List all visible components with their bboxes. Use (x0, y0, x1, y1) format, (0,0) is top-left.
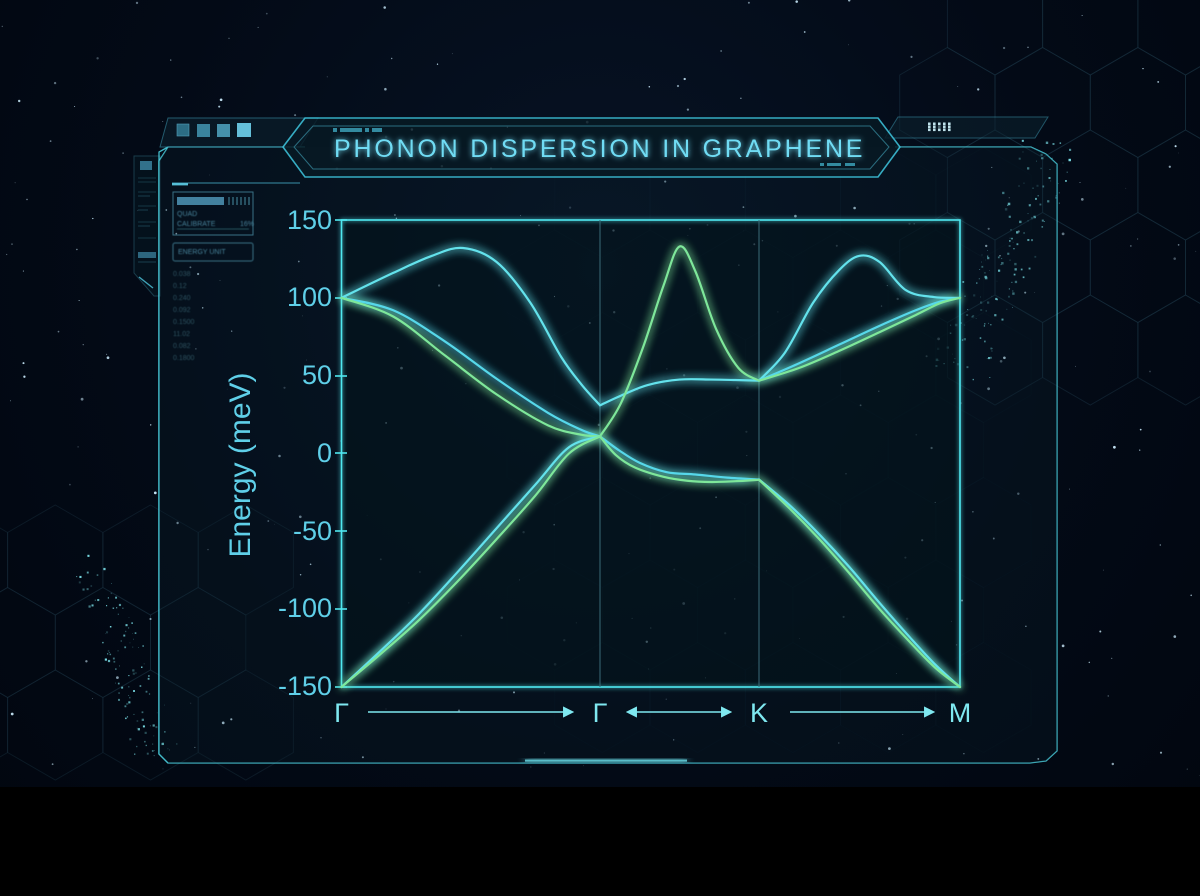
svg-text:Γ: Γ (334, 698, 349, 728)
svg-text:0.240: 0.240 (173, 295, 191, 302)
svg-text:-100: -100 (278, 593, 332, 623)
svg-text:-150: -150 (278, 671, 332, 701)
svg-text:0.1800: 0.1800 (173, 355, 195, 362)
svg-text:0: 0 (317, 438, 332, 468)
svg-text:CALIBRATE: CALIBRATE (177, 221, 216, 228)
svg-text:16%: 16% (240, 221, 254, 228)
svg-text:QUAD: QUAD (177, 211, 197, 218)
svg-text:K: K (750, 698, 768, 728)
svg-text:50: 50 (302, 360, 332, 390)
svg-text:150: 150 (287, 205, 332, 235)
svg-text:0.12: 0.12 (173, 283, 187, 290)
svg-text:Γ: Γ (593, 698, 608, 728)
svg-text:100: 100 (287, 282, 332, 312)
svg-text:-50: -50 (293, 516, 332, 546)
svg-text:Energy (meV): Energy (meV) (224, 372, 257, 557)
svg-text:ENERGY UNIT: ENERGY UNIT (178, 249, 226, 256)
svg-text:M: M (949, 698, 972, 728)
svg-text:0.038: 0.038 (173, 271, 191, 278)
svg-text:0.092: 0.092 (173, 307, 191, 314)
svg-text:0.1500: 0.1500 (173, 319, 195, 326)
svg-text:PHONON DISPERSION IN GRAPHENE: PHONON DISPERSION IN GRAPHENE (334, 135, 865, 163)
svg-text:0.082: 0.082 (173, 343, 191, 350)
svg-text:11.02: 11.02 (173, 331, 190, 338)
